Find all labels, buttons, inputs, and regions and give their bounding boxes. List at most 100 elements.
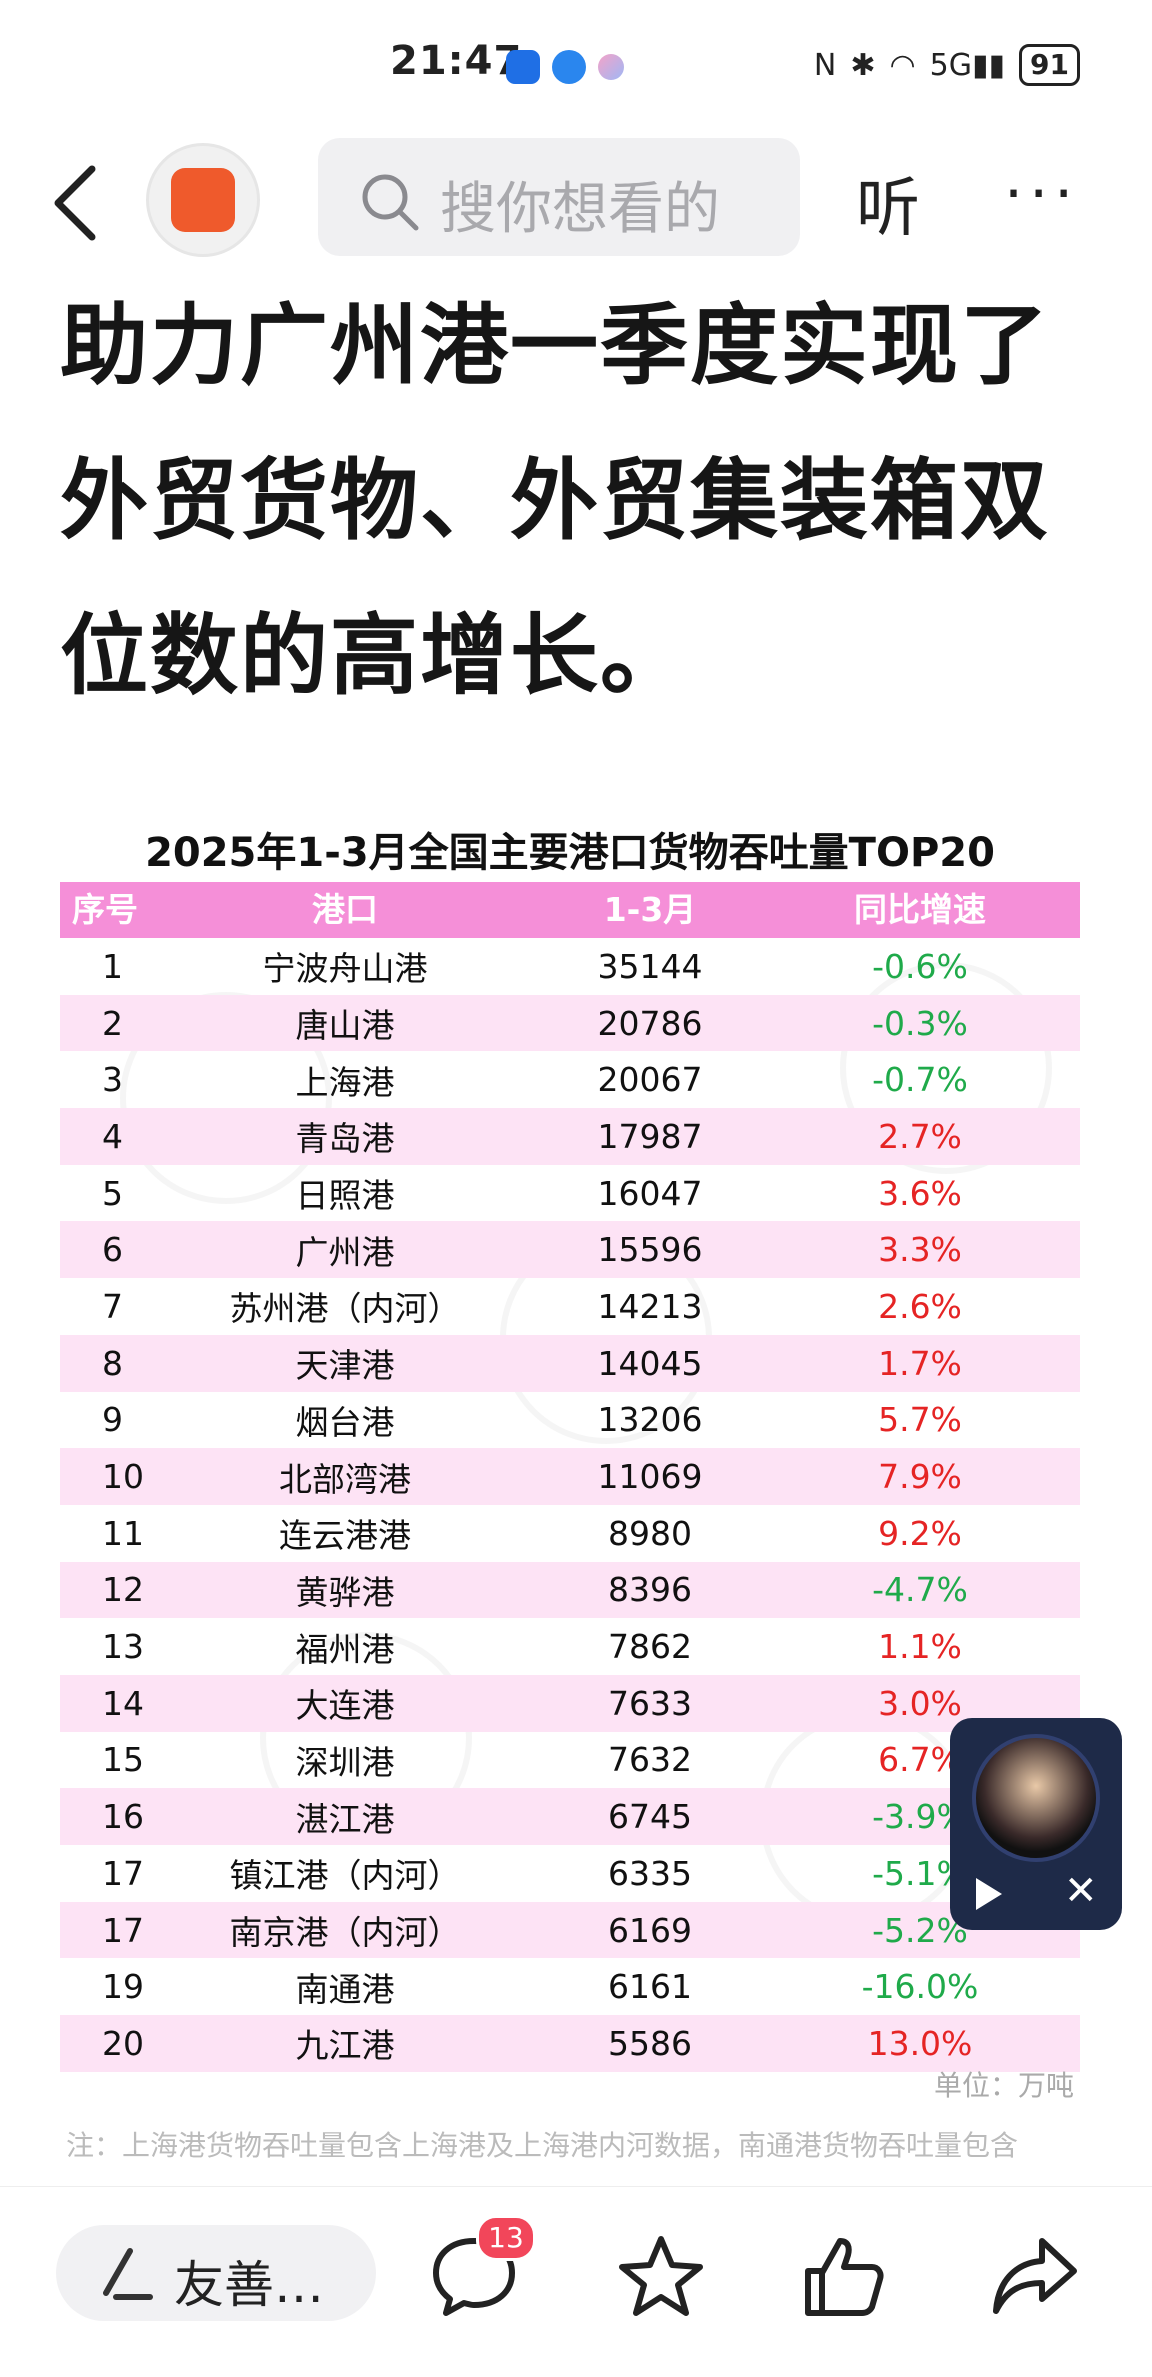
status-bar: 21:47 N ✱ ◠ 5G▮▮ 91 xyxy=(0,0,1152,130)
battery-icon: 91 xyxy=(1019,44,1080,86)
status-time: 21:47 xyxy=(390,38,523,84)
row-port: 烟台港 xyxy=(295,1402,395,1442)
table-row: 13 福州港 7862 1.1% xyxy=(60,1618,1080,1675)
comment-placeholder: 友善… xyxy=(174,2256,324,2314)
app-notification-icon xyxy=(506,50,540,84)
header-port: 港口 xyxy=(312,890,378,929)
row-rank: 16 xyxy=(102,1797,144,1837)
video-thumbnail[interactable] xyxy=(972,1734,1100,1862)
row-rank: 10 xyxy=(102,1457,144,1497)
row-rank: 12 xyxy=(102,1570,144,1610)
close-icon[interactable]: ✕ xyxy=(1064,1868,1098,1914)
row-port: 日照港 xyxy=(295,1176,395,1216)
row-rank: 19 xyxy=(102,1967,144,2007)
row-port: 大连港 xyxy=(295,1686,395,1726)
row-volume: 7862 xyxy=(608,1627,692,1667)
app-notification-icon-2 xyxy=(552,50,586,84)
table-note: 注：上海港货物吞吐量包含上海港及上海港内河数据，南通港货物吞吐量包含 xyxy=(66,2129,1019,2162)
row-volume: 35144 xyxy=(597,946,703,986)
row-rank: 2 xyxy=(102,1003,123,1043)
star-icon[interactable] xyxy=(616,2233,706,2319)
row-growth: -0.7% xyxy=(872,1060,968,1100)
row-port: 深圳港 xyxy=(295,1742,395,1782)
search-box[interactable]: 搜你想看的 xyxy=(318,138,800,256)
back-arrow-icon[interactable] xyxy=(48,163,108,243)
share-icon[interactable] xyxy=(990,2233,1080,2319)
nfc-icon: N xyxy=(813,47,837,83)
row-volume: 7632 xyxy=(608,1740,692,1780)
table-row: 2 唐山港 20786 -0.3% xyxy=(60,994,1080,1052)
row-rank: 7 xyxy=(102,1286,123,1326)
row-port: 连云港港 xyxy=(279,1516,411,1556)
row-rank: 9 xyxy=(102,1400,123,1440)
app-notification-icon-3 xyxy=(598,54,624,80)
bottom-action-bar: 友善… 13 xyxy=(0,2186,1152,2377)
table-row: 19 南通港 6161 -16.0% xyxy=(60,1958,1080,2015)
header-volume: 1-3月 xyxy=(603,890,697,929)
row-growth: 6.7% xyxy=(878,1740,962,1780)
row-port: 黄骅港 xyxy=(295,1572,395,1612)
play-icon[interactable] xyxy=(976,1878,1002,1910)
row-port: 九江港 xyxy=(295,2026,395,2066)
table-unit: 单位：万吨 xyxy=(933,2069,1074,2102)
like-icon[interactable] xyxy=(800,2233,886,2319)
row-volume: 14213 xyxy=(597,1286,703,1326)
row-port: 南京港（内河） xyxy=(229,1913,461,1953)
row-growth: 13.0% xyxy=(867,2023,973,2063)
row-volume: 15596 xyxy=(597,1230,703,1270)
row-port: 上海港 xyxy=(295,1062,395,1102)
comment-input[interactable]: 友善… xyxy=(56,2225,376,2321)
row-rank: 6 xyxy=(102,1230,123,1270)
row-growth: -0.3% xyxy=(872,1003,968,1043)
row-port: 宁波舟山港 xyxy=(262,949,428,989)
table-body: 1 宁波舟山港 35144 -0.6% 2 唐山港 20786 -0.3% 3 上海港 20067-… xyxy=(60,938,1080,2072)
wifi-icon: ◠ xyxy=(889,47,916,83)
row-port: 天津港 xyxy=(295,1346,395,1386)
port-throughput-table: 2025年1-3月全国主要港口货物吞吐量TOP20 序号 港口 1-3月 同比增… xyxy=(60,812,1080,2182)
table-row: 1 宁波舟山港 35144 -0.6% xyxy=(60,938,1080,995)
row-port: 苏州港（内河） xyxy=(229,1289,461,1329)
table-row: 17 南京港（内河） 6169 -5.2% xyxy=(60,1901,1080,1959)
comment-count-badge: 13 xyxy=(476,2215,536,2261)
red-packet-avatar[interactable] xyxy=(146,143,260,257)
table-row: 4 青岛港 17987 2.7% xyxy=(60,1108,1080,1165)
row-volume: 20786 xyxy=(597,1003,703,1043)
row-volume: 17987 xyxy=(597,1116,703,1156)
table-row: 5 日照港 16047 3.6% xyxy=(60,1165,1080,1222)
row-growth: 1.1% xyxy=(878,1627,962,1667)
row-growth: 1.7% xyxy=(878,1343,962,1383)
row-growth: 7.9% xyxy=(878,1457,962,1497)
row-growth: 3.0% xyxy=(878,1683,962,1723)
row-rank: 17 xyxy=(102,1910,144,1950)
row-volume: 8396 xyxy=(608,1570,692,1610)
row-rank: 8 xyxy=(102,1343,123,1383)
row-growth: 3.3% xyxy=(878,1230,962,1270)
floating-video-card[interactable]: ✕ xyxy=(950,1718,1122,1930)
row-growth: 9.2% xyxy=(878,1513,962,1553)
listen-button[interactable]: 听 xyxy=(856,172,920,246)
row-growth: 5.7% xyxy=(878,1400,962,1440)
row-port: 南通港 xyxy=(295,1969,395,2009)
row-volume: 5586 xyxy=(608,2023,692,2063)
watermark xyxy=(840,962,1052,1174)
more-button[interactable]: ··· xyxy=(1004,159,1080,229)
table-row: 20 九江港 5586 13.0% xyxy=(60,2015,1080,2072)
row-volume: 6161 xyxy=(608,1967,692,2007)
search-icon xyxy=(362,174,419,231)
row-rank: 5 xyxy=(102,1173,123,1213)
row-volume: 11069 xyxy=(597,1457,703,1497)
table-row: 11 连云港港 8980 9.2% xyxy=(60,1505,1080,1562)
row-growth: -0.6% xyxy=(872,946,968,986)
row-volume: 20067 xyxy=(597,1060,703,1100)
top-bar: 搜你想看的 听 ··· xyxy=(0,135,1152,265)
row-growth: 3.6% xyxy=(878,1173,962,1213)
row-volume: 8980 xyxy=(608,1513,692,1553)
table-row: 14 大连港 7633 3.0% xyxy=(60,1674,1080,1732)
row-volume: 6745 xyxy=(608,1797,692,1837)
row-volume: 6169 xyxy=(608,1910,692,1950)
header-rank: 序号 xyxy=(72,890,138,929)
row-growth: -4.7% xyxy=(872,1570,968,1610)
comment-icon[interactable] xyxy=(428,2233,520,2319)
row-rank: 3 xyxy=(102,1060,123,1100)
row-port: 唐山港 xyxy=(295,1006,395,1046)
